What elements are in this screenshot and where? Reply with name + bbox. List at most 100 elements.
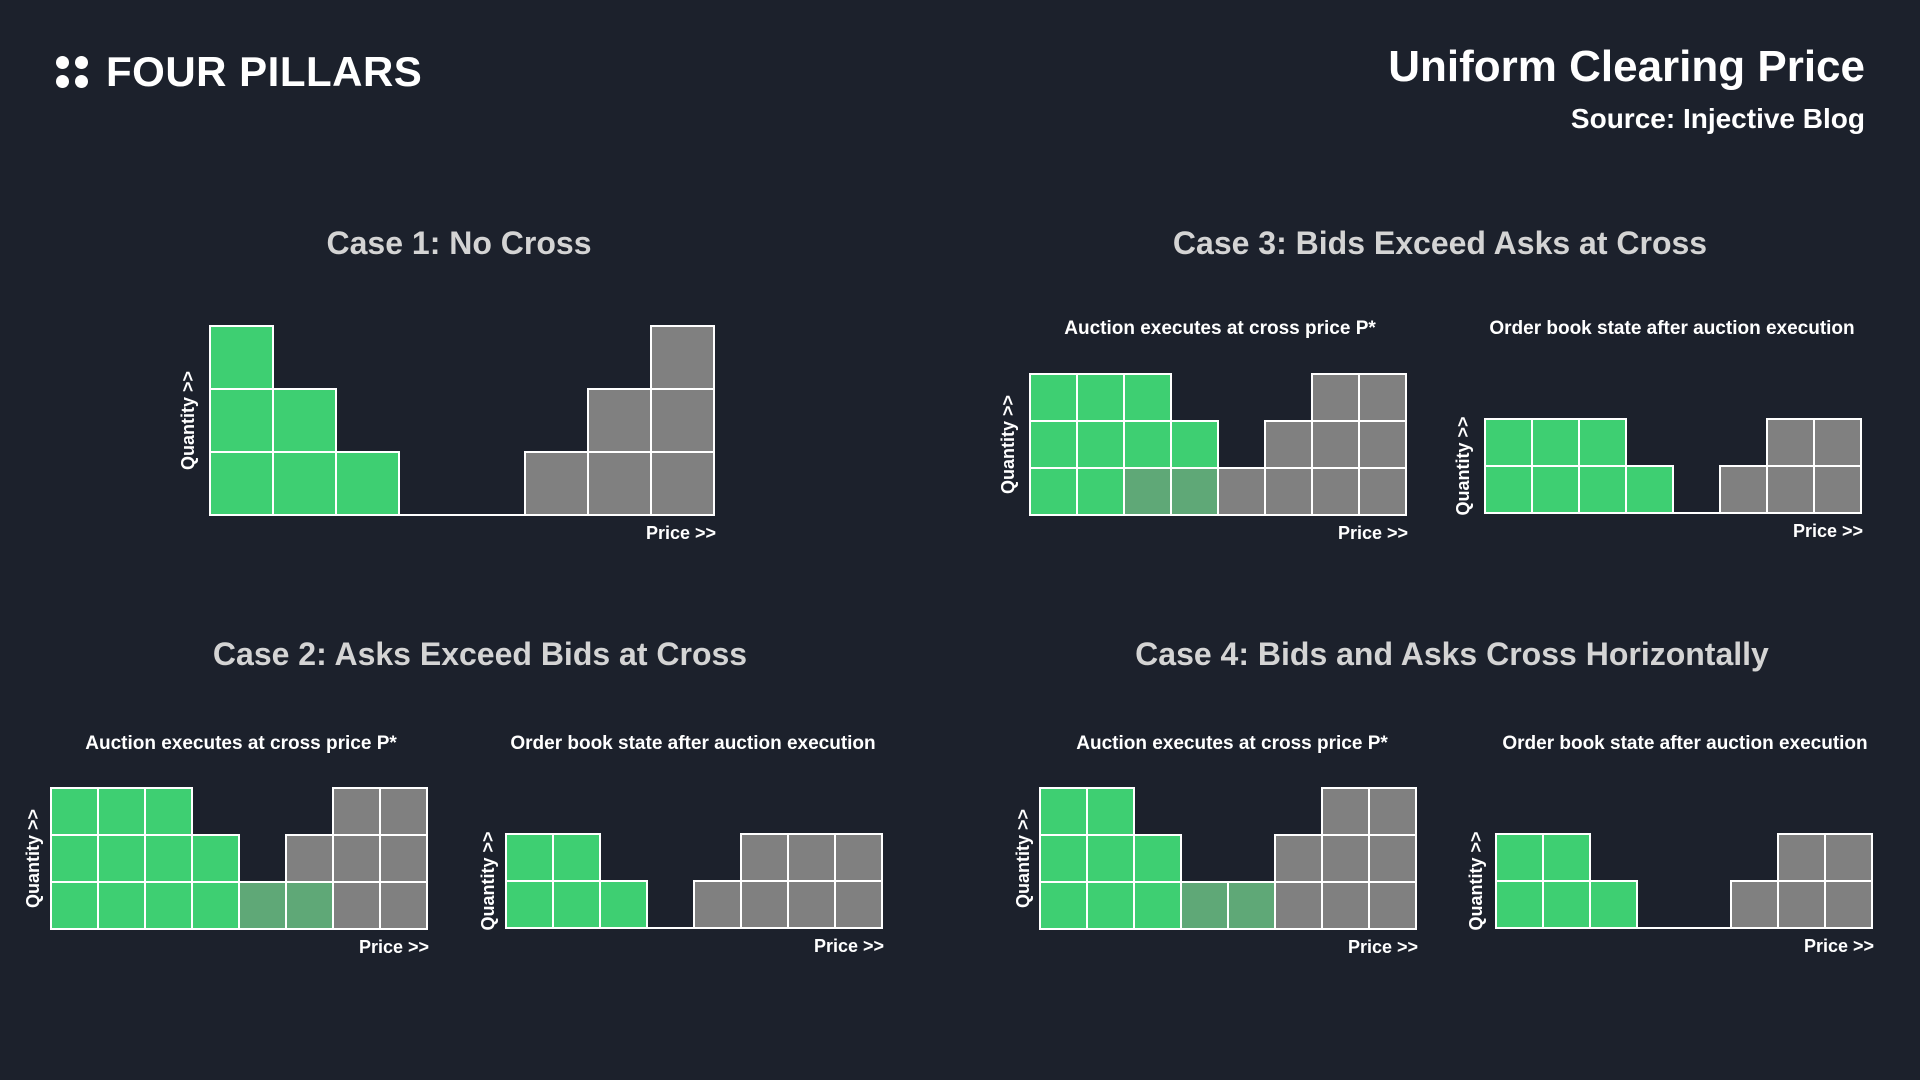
bid-block xyxy=(1542,833,1591,882)
ask-block xyxy=(650,388,715,453)
ask-block xyxy=(332,834,381,883)
bid-block xyxy=(1542,880,1591,929)
bid-block xyxy=(1531,465,1580,514)
bid-block xyxy=(144,787,193,836)
x-axis-label: Price >> xyxy=(1348,937,1418,957)
y-axis-label: Quantity >> xyxy=(178,371,198,470)
case4-before-chart: Price >> Quantity >> xyxy=(1013,787,1418,957)
brand: FOUR PILLARS xyxy=(56,48,422,96)
bid-block xyxy=(1495,880,1544,929)
bid-block xyxy=(1123,420,1172,469)
ask-block xyxy=(1358,420,1407,469)
ask-block xyxy=(524,451,589,516)
ask-block xyxy=(1274,881,1323,930)
bid-block xyxy=(505,880,554,929)
bid-block xyxy=(1484,465,1533,514)
executed-block xyxy=(238,881,287,930)
bid-block xyxy=(144,834,193,883)
ask-block xyxy=(1311,467,1360,516)
x-axis-label: Price >> xyxy=(646,523,716,543)
ask-block xyxy=(1777,833,1826,882)
bid-block xyxy=(209,325,274,390)
bid-block xyxy=(97,787,146,836)
ask-block xyxy=(1766,465,1815,514)
ask-block xyxy=(787,880,836,929)
bid-block xyxy=(1578,418,1627,467)
case4-after-chart: Price >> Quantity >> xyxy=(1466,831,1874,956)
ask-block xyxy=(587,388,652,453)
bid-block xyxy=(50,834,99,883)
y-axis-label: Quantity >> xyxy=(1453,416,1473,515)
four-dots-logo-icon xyxy=(56,56,88,88)
ask-block xyxy=(379,834,428,883)
bid-block xyxy=(1076,420,1125,469)
bid-block xyxy=(1039,834,1088,883)
bid-block xyxy=(1086,834,1135,883)
bid-block xyxy=(1578,465,1627,514)
ask-block xyxy=(1264,467,1313,516)
executed-block xyxy=(1123,467,1172,516)
case3-after-title: Order book state after auction execution xyxy=(1489,318,1855,339)
ask-block xyxy=(379,787,428,836)
bid-block xyxy=(1086,787,1135,836)
source-label: Source: Injective Blog xyxy=(1570,103,1865,134)
bid-block xyxy=(552,880,601,929)
ask-block xyxy=(1264,420,1313,469)
ask-block xyxy=(1719,465,1768,514)
bid-block xyxy=(272,451,337,516)
bid-block xyxy=(144,881,193,930)
y-axis-label: Quantity >> xyxy=(1466,831,1486,930)
ask-block xyxy=(285,834,334,883)
ask-block xyxy=(1358,373,1407,422)
case3-before-chart: Price >> Quantity >> xyxy=(998,373,1408,543)
ask-block xyxy=(1321,881,1370,930)
bid-block xyxy=(50,787,99,836)
ask-block xyxy=(587,451,652,516)
ask-block xyxy=(1274,834,1323,883)
brand-name: FOUR PILLARS xyxy=(106,48,423,95)
y-axis-label: Quantity >> xyxy=(998,395,1018,494)
bid-block xyxy=(505,833,554,882)
bid-block xyxy=(97,834,146,883)
page-title: Uniform Clearing Price xyxy=(1388,42,1865,91)
ask-block xyxy=(1813,465,1862,514)
ask-block xyxy=(1311,373,1360,422)
ask-block xyxy=(1766,418,1815,467)
ask-block xyxy=(1777,880,1826,929)
ask-block xyxy=(1824,880,1873,929)
case2-title: Case 2: Asks Exceed Bids at Cross xyxy=(212,636,748,672)
bid-block xyxy=(1076,467,1125,516)
case4-title: Case 4: Bids and Asks Cross Horizontally xyxy=(1135,636,1769,672)
bid-block xyxy=(1029,467,1078,516)
bid-block xyxy=(1495,833,1544,882)
bid-block xyxy=(97,881,146,930)
executed-block xyxy=(1180,881,1229,930)
bid-block xyxy=(552,833,601,882)
bid-block xyxy=(191,881,240,930)
ask-block xyxy=(787,833,836,882)
bid-block xyxy=(272,388,337,453)
ask-block xyxy=(693,880,742,929)
bid-block xyxy=(1039,881,1088,930)
bid-block xyxy=(191,834,240,883)
bid-block xyxy=(1029,420,1078,469)
ask-block xyxy=(834,833,883,882)
bid-block xyxy=(1133,834,1182,883)
bid-block xyxy=(1133,881,1182,930)
executed-block xyxy=(1170,467,1219,516)
bid-block xyxy=(1123,373,1172,422)
bid-block xyxy=(1589,880,1638,929)
ask-block xyxy=(379,881,428,930)
ask-block xyxy=(1824,833,1873,882)
y-axis-label: Quantity >> xyxy=(23,809,43,908)
ask-block xyxy=(650,325,715,390)
bid-block xyxy=(1484,418,1533,467)
bid-block xyxy=(1029,373,1078,422)
ask-block xyxy=(1321,834,1370,883)
executed-block xyxy=(285,881,334,930)
ask-block xyxy=(1358,467,1407,516)
ask-block xyxy=(740,833,789,882)
bid-block xyxy=(1076,373,1125,422)
bid-block xyxy=(1086,881,1135,930)
x-axis-label: Price >> xyxy=(1338,523,1408,543)
